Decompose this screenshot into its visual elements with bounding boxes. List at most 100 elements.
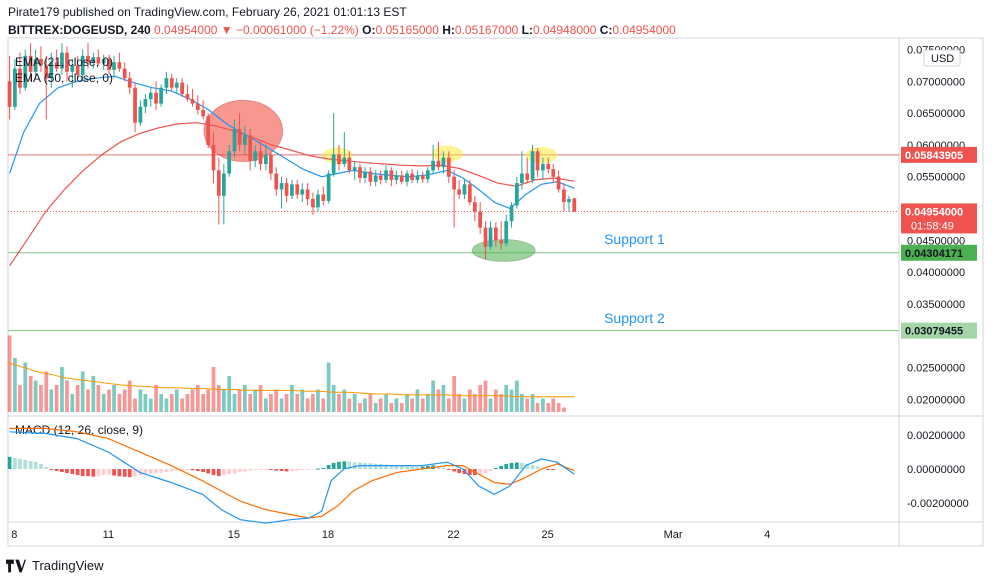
candle-body <box>159 87 163 104</box>
macd-histogram-bar <box>148 469 153 474</box>
macd-histogram-bar <box>201 469 206 473</box>
volume-bar <box>174 389 179 412</box>
volume-bar <box>384 394 388 412</box>
candle-body <box>65 52 69 72</box>
candle-body <box>127 78 132 88</box>
chart-frame <box>7 37 984 547</box>
volume-bar <box>431 380 435 412</box>
macd-histogram-bar <box>159 469 163 473</box>
support2-price-tag <box>901 322 977 339</box>
volume-bar <box>122 389 127 412</box>
macd-histogram-bar <box>420 466 425 469</box>
macd-histogram-bar <box>221 469 226 476</box>
macd-histogram-bar <box>54 469 59 472</box>
volume-bar <box>185 394 190 412</box>
ema21-legend: EMA (21, close, 0) <box>15 55 113 69</box>
volume-bar <box>190 389 195 412</box>
symbol-label: BITTREX:DOGEUSD, 240 <box>8 23 151 37</box>
macd-histogram-bar <box>399 465 404 469</box>
symbol-info-bar: BITTREX:DOGEUSD, 240 0.04954000 ▼ −0.000… <box>8 23 676 37</box>
macd-histogram-bar <box>499 465 504 469</box>
volume-bar <box>138 389 143 412</box>
candle-body <box>457 189 462 195</box>
candle-body <box>91 57 96 63</box>
macd-histogram-bar <box>122 469 127 477</box>
volume-bar <box>7 335 12 412</box>
candle-body <box>211 144 216 171</box>
volume-bar <box>394 398 399 412</box>
candle-body <box>195 103 200 110</box>
resistance-price-tag-label: 0.05843905 <box>905 150 963 162</box>
macd-histogram-bar <box>425 465 430 469</box>
macd-histogram-bar <box>133 469 137 477</box>
volume-bar <box>493 389 498 412</box>
candle-body <box>410 173 414 180</box>
macd-histogram-bar <box>101 469 106 476</box>
macd-histogram-bar <box>488 469 493 472</box>
price-chart[interactable]: 0.075000000.070000000.065000000.06000000… <box>0 0 995 553</box>
support-annotation: Support 2 <box>604 310 665 326</box>
volume-bar <box>462 398 467 412</box>
macd-histogram-bar <box>227 469 232 475</box>
support1-price-tag-label: 0.04304171 <box>905 248 963 260</box>
volume-bar <box>436 389 441 412</box>
macd-histogram-bar <box>321 467 326 469</box>
macd-histogram-bar <box>441 467 446 469</box>
macd-histogram-bar <box>290 469 294 472</box>
candle-body <box>562 189 566 203</box>
candle-body <box>18 68 22 88</box>
candle-body <box>107 59 111 70</box>
volume-bar <box>232 394 237 412</box>
y-tick-label: 0.07000000 <box>907 76 965 88</box>
candle-body <box>431 160 435 171</box>
volume-bar <box>133 398 137 412</box>
volume-bar <box>347 398 352 412</box>
volume-bar <box>274 389 279 412</box>
volume-bar <box>180 398 184 412</box>
ema50-legend: EMA (50, close, 0) <box>15 71 113 85</box>
macd-histogram-bar <box>410 466 414 469</box>
macd-histogram-bar <box>352 462 357 469</box>
candle-body <box>546 164 551 170</box>
macd-histogram-bar <box>243 469 247 472</box>
resistance-price-tag <box>901 146 977 163</box>
candle-body <box>373 175 378 182</box>
candle-body <box>122 68 127 79</box>
macd-histogram-bar <box>530 464 535 469</box>
volume-bar <box>243 385 247 412</box>
currency-label: USD <box>931 53 954 65</box>
candle-body <box>389 170 394 180</box>
close-value: 0.04954000 <box>612 23 676 37</box>
volume-bar <box>13 358 17 412</box>
volume-bar <box>520 394 524 412</box>
volume-bar <box>420 398 425 412</box>
brand-name[interactable]: TradingView <box>32 558 104 573</box>
tradingview-logo-icon[interactable] <box>6 559 26 573</box>
volume-bar <box>410 398 414 412</box>
candle-body <box>60 52 64 69</box>
macd-histogram-bar <box>279 469 284 472</box>
macd-histogram-bar <box>190 469 195 471</box>
macd-histogram-bar <box>478 469 483 475</box>
last-price: 0.04954000 <box>154 23 218 37</box>
volume-bar <box>509 389 514 412</box>
x-tick-label: 4 <box>764 529 770 541</box>
volume-bar <box>23 362 28 412</box>
volume-bar <box>80 371 85 412</box>
macd-histogram-bar <box>112 469 116 476</box>
candle-body <box>415 175 420 180</box>
candle-body <box>368 171 373 182</box>
volume-bar <box>378 398 383 412</box>
volume-bar <box>60 367 64 412</box>
price-change: −0.00061000 (−1.22%) <box>236 23 359 37</box>
volume-bar <box>284 394 289 412</box>
bar-countdown: 01:58:49 <box>911 220 954 232</box>
volume-bar <box>530 394 535 412</box>
macd-histogram-bar <box>546 469 551 470</box>
candle-body <box>441 157 446 168</box>
macd-histogram-bar <box>60 469 64 473</box>
macd-histogram-bar <box>117 469 122 477</box>
y-tick-label: 0.03500000 <box>907 299 965 311</box>
volume-bar <box>227 376 232 412</box>
macd-signal-line <box>9 427 575 519</box>
